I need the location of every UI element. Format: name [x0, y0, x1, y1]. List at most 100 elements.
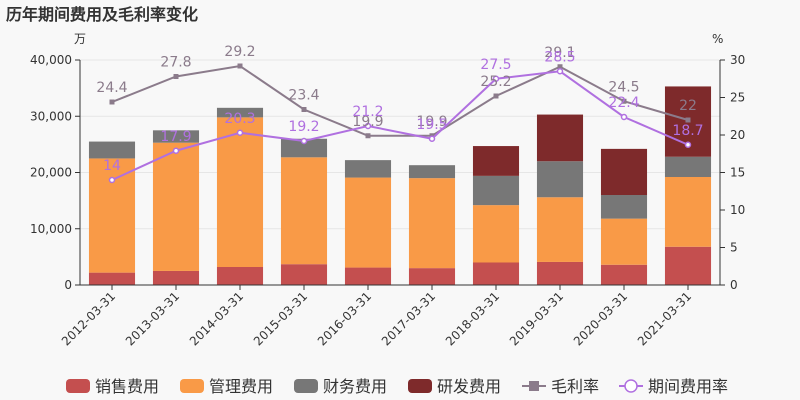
bar-segment[interactable]: [536, 114, 584, 162]
bar-segment[interactable]: [216, 107, 264, 118]
x-tick-label: 2012-03-31: [59, 289, 118, 348]
right-tick-label: 20: [730, 128, 745, 142]
data-label: 28.5: [544, 49, 575, 65]
line-marker[interactable]: [172, 147, 180, 154]
bar-segment[interactable]: [536, 197, 584, 262]
line-marker[interactable]: [620, 113, 628, 121]
bar-segment[interactable]: [280, 138, 328, 158]
x-tick-label: 2019-03-31: [507, 289, 566, 348]
line-marker[interactable]: [108, 176, 116, 184]
line-marker[interactable]: [684, 141, 692, 148]
bar-segment[interactable]: [88, 141, 136, 159]
data-label: 18.7: [672, 123, 703, 139]
line-marker[interactable]: [557, 64, 563, 70]
line-marker[interactable]: [492, 75, 500, 82]
data-label: 19.9: [416, 114, 447, 130]
bar-segment[interactable]: [280, 264, 328, 285]
chart-title: 历年期间费用及毛利率变化: [6, 5, 198, 24]
data-label: 21.2: [352, 104, 383, 120]
line-marker[interactable]: [428, 135, 436, 142]
x-tick-label: 2013-03-31: [123, 289, 182, 348]
line-marker[interactable]: [685, 117, 691, 123]
x-tick-label: 2017-03-31: [379, 289, 438, 348]
bar-segment[interactable]: [408, 178, 456, 269]
bar-segment[interactable]: [152, 142, 200, 271]
data-label: 24.4: [96, 80, 127, 96]
bar-segment[interactable]: [280, 157, 328, 265]
bar-segment[interactable]: [664, 246, 712, 285]
legend-swatch: [66, 379, 90, 393]
data-label: 27.8: [160, 55, 191, 71]
series-line: [111, 70, 689, 181]
right-tick-label: 25: [730, 91, 745, 105]
line-marker[interactable]: [364, 122, 372, 130]
left-axis-unit: 万: [74, 32, 86, 46]
bar-segment[interactable]: [600, 218, 648, 265]
legend-label[interactable]: 销售费用: [95, 377, 159, 396]
bar-segment[interactable]: [536, 261, 584, 285]
line-marker[interactable]: [300, 137, 308, 145]
bar-segment[interactable]: [88, 272, 136, 285]
line-marker[interactable]: [236, 129, 244, 136]
bar-segment[interactable]: [88, 158, 136, 273]
bar-segment[interactable]: [600, 264, 648, 285]
line-marker[interactable]: [109, 99, 115, 105]
data-label-layer: 24.4 27.8 29.2 23.4 19.9 19.9 25.2 29.1 24.5 22 14…: [96, 44, 703, 174]
x-tick-label: 2021-03-31: [635, 289, 694, 348]
bar-segment[interactable]: [152, 130, 200, 143]
data-label: 29.1: [544, 45, 575, 61]
legend-label[interactable]: 毛利率: [551, 377, 599, 396]
bar-segment[interactable]: [408, 268, 456, 285]
data-label: 19.2: [288, 119, 319, 135]
bar-segment[interactable]: [664, 156, 712, 177]
line-marker[interactable]: [301, 107, 307, 112]
bar-segment[interactable]: [600, 148, 648, 195]
bar-segment[interactable]: [344, 177, 392, 268]
right-tick-label: 5: [730, 241, 738, 255]
data-label: 19.5: [416, 117, 447, 133]
data-label: 17.9: [160, 129, 191, 145]
legend-label[interactable]: 管理费用: [209, 377, 273, 396]
data-label: 25.2: [480, 74, 511, 90]
legend-swatch: [180, 379, 204, 393]
legend-label[interactable]: 期间费用率: [648, 377, 728, 396]
bar-segment[interactable]: [216, 267, 264, 285]
bar-segment[interactable]: [472, 262, 520, 286]
bar-segment[interactable]: [472, 146, 520, 176]
bar-segment[interactable]: [344, 267, 392, 285]
line-marker[interactable]: [556, 68, 564, 75]
right-tick-label: 15: [730, 166, 745, 180]
bar-segment[interactable]: [664, 177, 712, 247]
line-marker[interactable]: [173, 74, 179, 79]
bar-segment[interactable]: [344, 160, 392, 178]
bar-segment[interactable]: [408, 165, 456, 179]
left-tick-label: 30,000: [30, 109, 72, 123]
x-tick-label: 2020-03-31: [571, 289, 630, 348]
line-layer: [108, 63, 692, 184]
legend-label[interactable]: 研发费用: [437, 377, 501, 396]
line-marker[interactable]: [621, 98, 627, 104]
line-marker[interactable]: [237, 63, 243, 69]
legend-marker: [624, 379, 638, 393]
data-label: 24.5: [608, 79, 639, 95]
legend-label[interactable]: 财务费用: [323, 377, 387, 396]
data-label: 14: [103, 158, 121, 174]
bar-segment[interactable]: [152, 270, 200, 285]
x-tick-label: 2018-03-31: [443, 289, 502, 348]
bar-segment[interactable]: [536, 161, 584, 198]
bar-segment[interactable]: [600, 195, 648, 219]
bar-segment[interactable]: [216, 117, 264, 267]
data-label: 27.5: [480, 57, 511, 73]
line-marker[interactable]: [365, 133, 371, 139]
right-tick-label: 10: [730, 203, 745, 217]
legend[interactable]: 销售费用 管理费用 财务费用 研发费用 毛利率 期间费用率: [66, 377, 728, 396]
right-axis-unit: %: [712, 32, 723, 46]
data-label: 19.9: [352, 114, 383, 130]
line-marker[interactable]: [493, 93, 499, 99]
bar-segment[interactable]: [472, 175, 520, 206]
bar-segment[interactable]: [472, 205, 520, 263]
data-label: 20.3: [224, 111, 255, 127]
series-line: [111, 64, 689, 137]
legend-marker: [529, 381, 539, 391]
